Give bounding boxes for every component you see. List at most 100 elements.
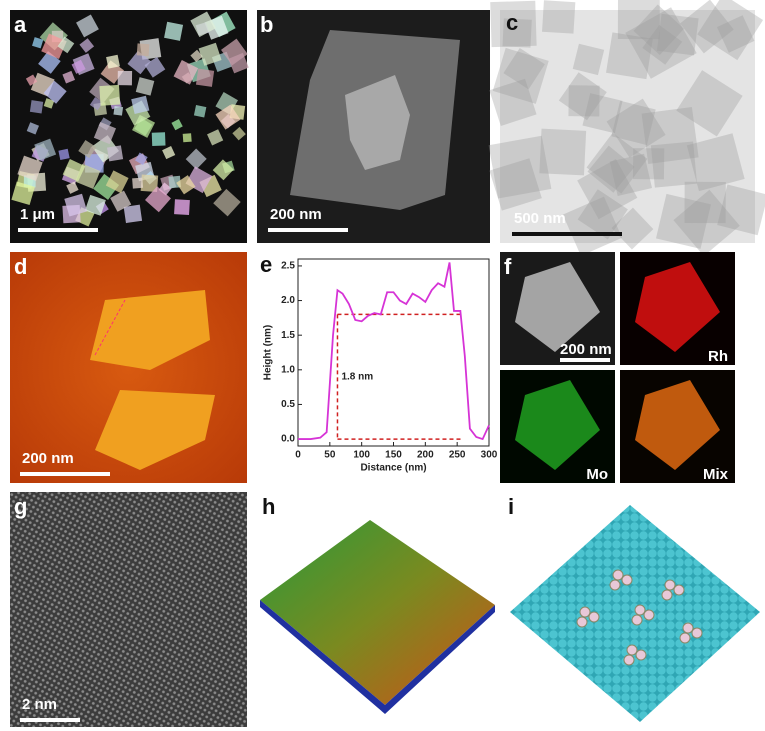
panel-label: i [508, 494, 514, 519]
map-flake [635, 380, 720, 470]
flake [176, 175, 196, 195]
flake [655, 193, 711, 249]
surface [260, 520, 495, 705]
flake [162, 146, 176, 160]
flake [213, 188, 241, 217]
flake [66, 181, 79, 194]
flake [57, 36, 75, 54]
flake [632, 148, 665, 180]
x-axis-label: Distance (nm) [360, 463, 426, 474]
flake [32, 37, 44, 49]
scale-bar [20, 718, 80, 722]
flake [684, 181, 726, 224]
flake [609, 153, 653, 196]
flake [131, 95, 150, 114]
flake [577, 159, 638, 220]
molecule-atom [621, 574, 633, 586]
flake [207, 129, 224, 146]
flake [89, 97, 104, 111]
flake [64, 193, 88, 217]
flake [656, 13, 699, 56]
flake [110, 190, 132, 212]
map-flake [515, 380, 600, 470]
flake [490, 0, 537, 48]
flake [586, 132, 648, 194]
y-tick-label: 0.0 [281, 434, 295, 445]
flake [123, 204, 143, 224]
molecule-atom [588, 611, 600, 623]
flake [144, 56, 166, 78]
y-tick-label: 2.5 [281, 261, 295, 272]
overlays: a 1 μm b 200 nm c 500 nm d 200 nm e f 200 nm g 2 nm h… [14, 10, 729, 722]
scale-label: 1 μm [20, 206, 55, 223]
flake [105, 170, 129, 194]
x-tick-label: 50 [324, 450, 336, 461]
flake [185, 148, 207, 170]
scale-label: 200 nm [560, 341, 612, 358]
panel-label: c [506, 10, 518, 35]
flake [113, 105, 124, 116]
scale-label: 200 nm [22, 450, 74, 467]
flake [587, 145, 635, 193]
panel-images [10, 0, 765, 727]
flake [151, 132, 166, 147]
flake [686, 133, 745, 192]
flake [642, 24, 683, 65]
x-tick-label: 150 [385, 450, 402, 461]
flake [716, 15, 755, 53]
scale-label: 200 nm [270, 206, 322, 223]
flake [625, 7, 697, 79]
flake [41, 33, 67, 60]
y-tick-label: 0.5 [281, 399, 295, 410]
scale-bar [560, 358, 610, 362]
molecule-atom [626, 644, 638, 656]
slab [510, 505, 760, 722]
map-label: Rh [708, 348, 728, 365]
flake [84, 194, 106, 216]
flake [611, 100, 656, 146]
data-line [298, 262, 490, 441]
flake [117, 70, 133, 86]
molecule-atom [661, 589, 673, 601]
flake [171, 118, 183, 131]
flake [93, 121, 117, 145]
profile-marker [94, 299, 126, 356]
flake [502, 18, 532, 48]
flake [680, 0, 734, 54]
molecule-atom [682, 622, 694, 634]
y-tick-label: 2.0 [281, 295, 295, 306]
flake [174, 199, 190, 216]
flake [26, 122, 40, 135]
flake [558, 72, 607, 121]
flake [195, 68, 215, 87]
flake [43, 80, 67, 104]
flake [140, 174, 159, 193]
flake [697, 0, 764, 61]
map-flake [515, 262, 600, 352]
molecule-atom [623, 654, 635, 666]
x-tick-label: 300 [481, 450, 498, 461]
flake [568, 85, 600, 117]
flake [606, 98, 666, 158]
image-g [10, 492, 247, 727]
molecule-atom [691, 627, 703, 639]
scale-label: 500 nm [514, 210, 566, 227]
flake [673, 189, 740, 257]
flake [106, 54, 120, 69]
flake [43, 98, 55, 109]
flake [11, 181, 35, 206]
y-axis-label: Height (nm) [263, 325, 274, 381]
flake [503, 47, 545, 90]
flake [562, 196, 623, 256]
flake [542, 0, 576, 34]
panel-label: g [14, 494, 27, 519]
flake [539, 128, 587, 176]
annotation: 1.8 nm [341, 371, 373, 382]
molecule-atom [634, 604, 646, 616]
panel-label: f [504, 254, 512, 279]
molecule-atom [579, 606, 591, 618]
flake [650, 141, 698, 188]
sheet-core [345, 75, 410, 170]
flake [190, 49, 203, 63]
